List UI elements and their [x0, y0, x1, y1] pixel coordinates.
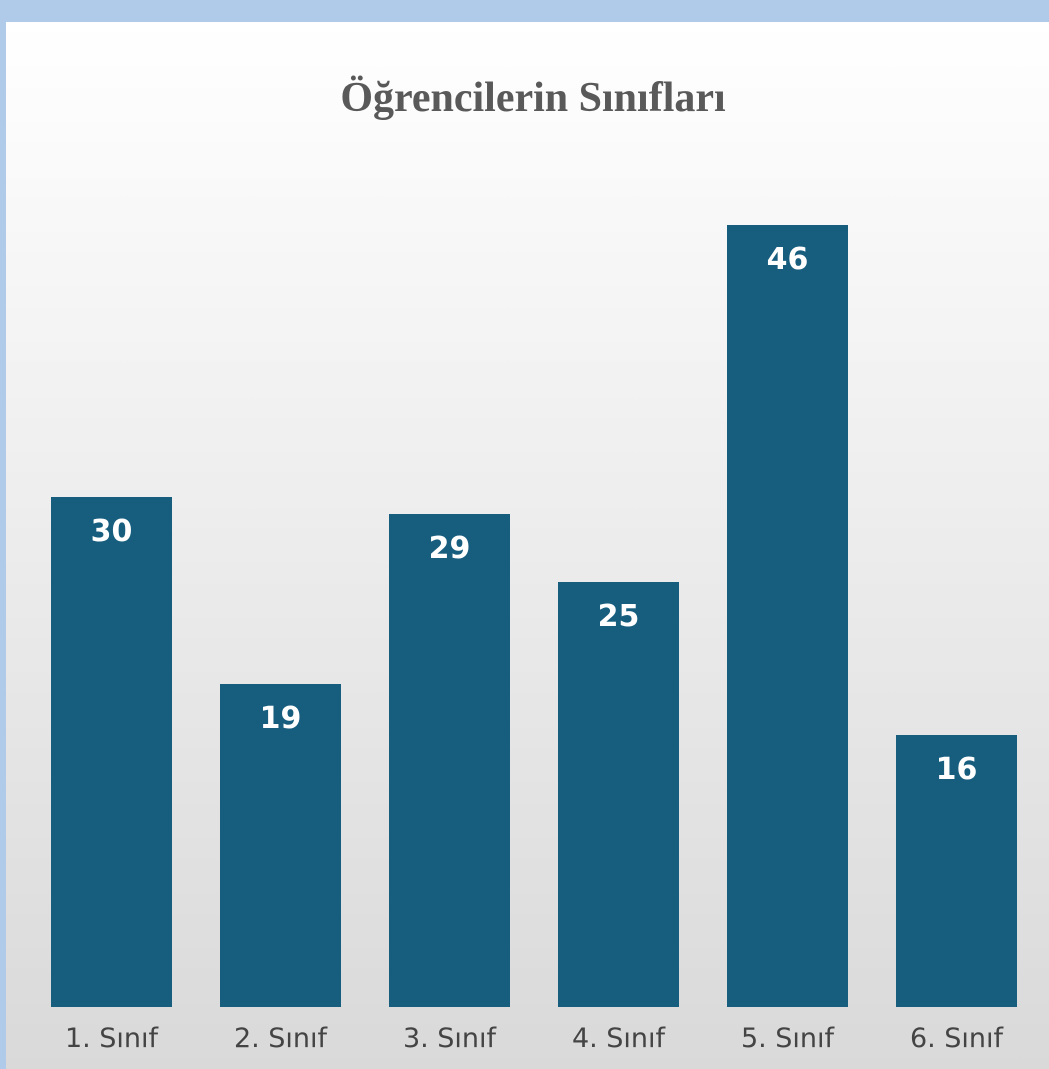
x-tick-label: 5. Sınıf — [741, 1023, 836, 1054]
plot-background — [6, 22, 1049, 1069]
bar — [51, 497, 172, 1007]
value-label: 16 — [936, 752, 978, 787]
x-tick-label: 4. Sınıf — [572, 1023, 667, 1054]
x-tick-label: 1. Sınıf — [65, 1023, 160, 1054]
x-tick-label: 2. Sınıf — [234, 1023, 329, 1054]
x-tick-label: 6. Sınıf — [910, 1023, 1005, 1054]
bar — [220, 684, 341, 1007]
chart-title: Öğrencilerin Sınıfları — [340, 75, 726, 121]
bar — [389, 514, 510, 1007]
value-label: 29 — [429, 531, 471, 566]
x-tick-label: 3. Sınıf — [403, 1023, 498, 1054]
value-label: 30 — [91, 514, 133, 549]
bar — [558, 582, 679, 1007]
bar — [727, 225, 848, 1007]
value-label: 25 — [598, 599, 640, 634]
bar — [896, 735, 1017, 1007]
value-label: 46 — [767, 242, 809, 277]
value-label: 19 — [260, 701, 302, 736]
